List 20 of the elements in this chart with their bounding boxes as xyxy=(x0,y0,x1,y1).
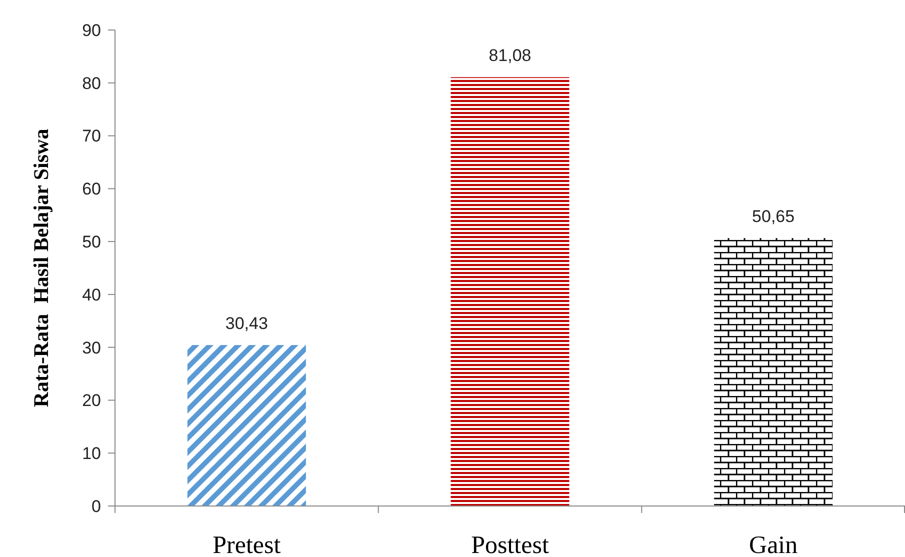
bar xyxy=(450,77,570,506)
bar xyxy=(187,345,306,506)
x-tick-label: Pretest xyxy=(212,532,281,557)
y-tick-label: 60 xyxy=(82,180,101,199)
y-tick-label: 80 xyxy=(82,74,101,93)
y-tick-label: 20 xyxy=(82,391,101,410)
x-tick-label: Posttest xyxy=(471,532,549,557)
y-tick-label: 40 xyxy=(82,285,101,304)
y-tick-label: 10 xyxy=(82,444,101,464)
y-tick-label: 0 xyxy=(92,496,101,516)
y-tick-label: 30 xyxy=(82,338,101,358)
data-label: 50,65 xyxy=(752,207,795,226)
data-label: 30,43 xyxy=(225,314,268,334)
y-tick-label: 50 xyxy=(82,232,101,252)
y-tick-label: 90 xyxy=(82,20,101,40)
y-tick-label: 70 xyxy=(82,126,101,146)
y-axis-title: Rata-Rata Hasil Belajar Siswa xyxy=(29,128,53,408)
x-tick-label: Gain xyxy=(749,532,798,557)
bar xyxy=(714,238,833,506)
data-label: 81,08 xyxy=(488,46,532,66)
